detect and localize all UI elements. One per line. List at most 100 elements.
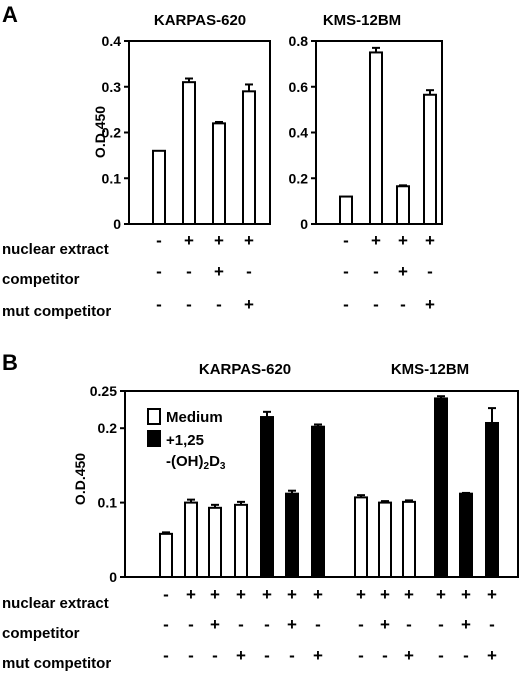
condition-symbol-B: + — [236, 585, 246, 604]
legend-swatch-medium — [147, 408, 161, 425]
condition-symbol-B: + — [287, 585, 297, 604]
condition-symbol-A-kms: + — [425, 231, 435, 250]
condition-symbol-B: + — [487, 646, 497, 665]
condition-symbol-B: - — [188, 615, 194, 634]
legend: Medium +1,25 -(OH)2D3 — [147, 408, 226, 472]
condition-symbol-B: + — [356, 585, 366, 604]
y-tick-label-A-kms: 0.4 — [289, 125, 309, 141]
condition-symbol-B: + — [210, 585, 220, 604]
condition-symbol-A-karpas: - — [156, 295, 162, 314]
condition-symbol-A-kms: - — [343, 262, 349, 281]
condition-symbol-A-kms: - — [373, 262, 379, 281]
bar-B — [485, 421, 499, 578]
condition-symbol-A-kms: - — [343, 295, 349, 314]
bar-B — [285, 492, 299, 578]
condition-symbol-B: - — [438, 615, 444, 634]
condition-symbol-B: - — [163, 615, 169, 634]
condition-symbol-A-karpas: + — [184, 231, 194, 250]
bar-B — [184, 501, 198, 579]
y-tick-label-A-karpas: 0.1 — [102, 170, 122, 186]
condition-symbol-A-kms: + — [398, 262, 408, 281]
condition-symbol-A-karpas: - — [216, 295, 222, 314]
condition-symbol-B: - — [358, 615, 364, 634]
condition-symbol-B: + — [487, 585, 497, 604]
condition-symbol-A-kms: + — [371, 231, 381, 250]
condition-symbol-A-kms: - — [373, 295, 379, 314]
condition-symbol-A-karpas: - — [186, 295, 192, 314]
y-tick-label-A-karpas: 0.2 — [102, 125, 122, 141]
bar-A-karpas — [182, 81, 196, 225]
condition-symbol-B: - — [163, 585, 169, 604]
condition-symbol-B: + — [287, 615, 297, 634]
condition-symbol-A-kms: - — [400, 295, 406, 314]
condition-symbol-B: + — [380, 615, 390, 634]
panel-a-letter: A — [2, 2, 18, 27]
chart-b-title-kms: KMS-12BM — [391, 361, 469, 378]
bar-A-kms — [369, 51, 383, 225]
y-tick-label-B: 0.1 — [98, 495, 118, 511]
bar-B — [260, 416, 274, 579]
condition-symbol-B: - — [238, 615, 244, 634]
bar-B — [208, 506, 222, 579]
bar-B — [434, 397, 448, 578]
legend-label-treated-line1: +1,25 — [166, 432, 204, 449]
condition-symbol-B: + — [186, 585, 196, 604]
condition-symbol-A-karpas: + — [244, 231, 254, 250]
condition-symbol-B: + — [404, 585, 414, 604]
bar-B — [159, 532, 173, 579]
chart-a1-title: KARPAS-620 — [154, 12, 246, 29]
condition-symbol-B: - — [264, 615, 270, 634]
y-tick-label-A-karpas: 0 — [113, 216, 121, 232]
panel-b-row-mut-competitor: mut competitor — [2, 655, 111, 672]
panel-a-row-nuclear-extract: nuclear extract — [2, 241, 109, 258]
panel-b-letter: B — [2, 350, 18, 375]
bar-B — [459, 492, 473, 578]
y-tick-label-A-kms: 0.2 — [289, 170, 309, 186]
bar-B — [378, 501, 392, 579]
y-tick-label-A-karpas: 0.3 — [102, 79, 122, 95]
condition-symbol-A-kms: + — [425, 295, 435, 314]
chart-a2-title: KMS-12BM — [323, 12, 401, 29]
bar-A-karpas — [242, 90, 256, 225]
condition-symbol-B: + — [380, 585, 390, 604]
bar-A-kms — [423, 93, 437, 225]
condition-symbol-B: - — [212, 646, 218, 665]
condition-symbol-B: + — [210, 615, 220, 634]
chart-marks: 00.10.20.30.4- + + +- - + -- - - +00.20.40.60.8- +… — [90, 33, 519, 665]
condition-symbol-B: + — [236, 646, 246, 665]
panel-b-ylabel: O.D.450 — [72, 453, 88, 505]
legend-label-treated-line2: -(OH)2D3 — [166, 453, 226, 472]
condition-symbol-A-kms: - — [343, 231, 349, 250]
bar-B — [354, 496, 368, 578]
condition-symbol-A-karpas: - — [186, 262, 192, 281]
condition-symbol-B: - — [438, 646, 444, 665]
condition-symbol-B: - — [382, 646, 388, 665]
condition-symbol-B: - — [163, 646, 169, 665]
condition-symbol-B: + — [313, 585, 323, 604]
condition-symbol-A-kms: + — [398, 231, 408, 250]
condition-symbol-B: - — [264, 646, 270, 665]
condition-symbol-A-karpas: + — [244, 295, 254, 314]
y-tick-label-A-kms: 0.6 — [289, 79, 309, 95]
condition-symbol-A-karpas: - — [156, 262, 162, 281]
condition-symbol-A-karpas: + — [214, 262, 224, 281]
condition-symbol-B: + — [404, 646, 414, 665]
condition-symbol-B: - — [358, 646, 364, 665]
y-tick-label-B: 0 — [109, 569, 117, 585]
legend-label-medium: Medium — [166, 409, 223, 426]
condition-symbol-B: + — [436, 585, 446, 604]
condition-symbol-A-karpas: - — [156, 231, 162, 250]
bar-A-kms — [339, 195, 353, 226]
y-tick-label-B: 0.25 — [90, 383, 117, 399]
y-tick-label-B: 0.2 — [98, 420, 118, 436]
panel-a-row-competitor: competitor — [2, 271, 80, 288]
panel-b-row-nuclear-extract: nuclear extract — [2, 595, 109, 612]
condition-symbol-B: - — [463, 646, 469, 665]
bar-B — [402, 500, 416, 578]
legend-swatch-treated — [147, 430, 161, 447]
condition-symbol-B: + — [461, 585, 471, 604]
y-tick-label-A-kms: 0 — [300, 216, 308, 232]
condition-symbol-A-karpas: - — [246, 262, 252, 281]
bar-A-karpas — [152, 149, 166, 225]
